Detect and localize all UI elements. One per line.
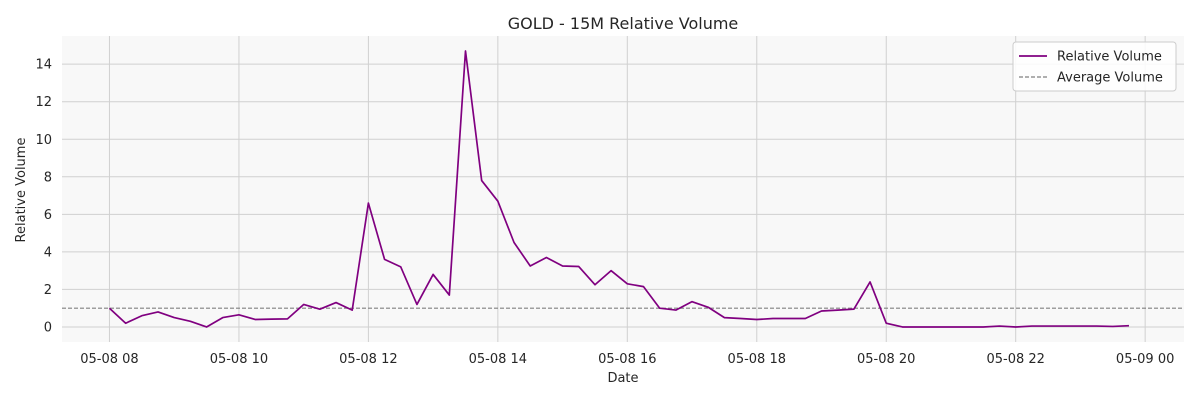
plot-background [62, 36, 1184, 342]
x-tick-label: 05-08 20 [857, 352, 915, 367]
legend-label-average-volume: Average Volume [1057, 71, 1163, 86]
chart-title: GOLD - 15M Relative Volume [508, 14, 739, 33]
x-tick-label: 05-08 10 [210, 352, 268, 367]
legend-box [1012, 41, 1177, 92]
x-tick-label: 05-08 22 [986, 352, 1044, 367]
x-tick-label: 05-08 08 [80, 352, 138, 367]
x-axis-ticks: 05-08 08 05-08 10 05-08 12 05-08 14 05-08 16… [80, 352, 1174, 367]
x-tick-label: 05-08 14 [469, 352, 527, 367]
y-tick-label: 8 [44, 170, 52, 185]
x-axis-label: Date [607, 371, 638, 386]
legend-label-relative-volume: Relative Volume [1057, 50, 1162, 65]
relative-volume-line [108, 50, 1130, 328]
y-axis-label: Relative Volume [14, 138, 29, 243]
x-tick-label: 05-08 16 [598, 352, 656, 367]
y-tick-label: 0 [44, 320, 52, 335]
y-tick-label: 14 [35, 58, 52, 73]
y-tick-label: 4 [44, 245, 52, 260]
x-tick-label: 05-08 18 [728, 352, 786, 367]
y-tick-label: 12 [35, 95, 52, 110]
y-axis-ticks: 0 2 4 6 8 10 12 14 [35, 58, 52, 336]
y-tick-label: 10 [35, 133, 52, 148]
x-tick-label: 05-09 00 [1116, 352, 1174, 367]
legend: Relative Volume Average Volume [1012, 41, 1177, 92]
y-tick-label: 6 [44, 208, 52, 223]
y-tick-label: 2 [44, 283, 52, 298]
x-tick-label: 05-08 12 [339, 352, 397, 367]
